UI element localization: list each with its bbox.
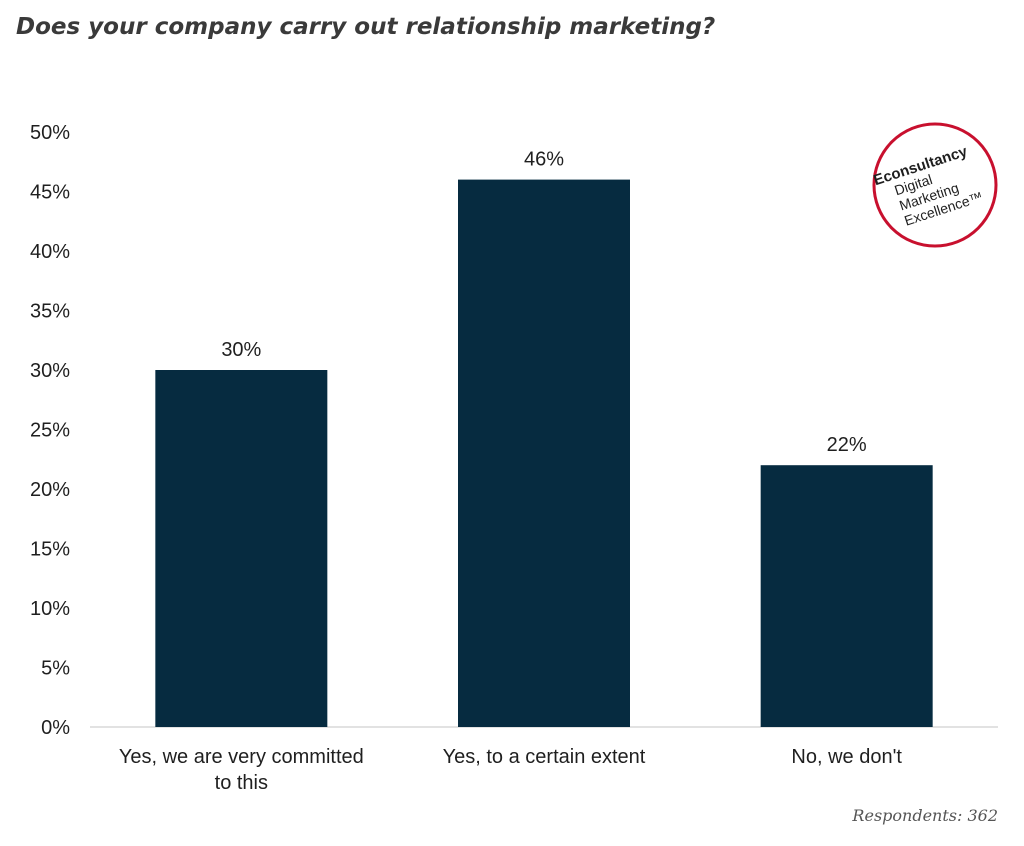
bar [760, 465, 933, 727]
y-tick-label: 30% [30, 360, 70, 382]
data-label: 30% [221, 339, 261, 361]
y-axis-ticks: 0% 5% 10% 15% 20% 25% 30% 35% 40% 45% 50% [30, 122, 70, 739]
y-tick-label: 25% [30, 420, 70, 442]
data-label: 46% [524, 149, 564, 171]
chart-title: Does your company carry out relationship… [16, 14, 716, 40]
y-tick-label: 50% [30, 122, 70, 144]
x-category-label: Yes, to a certain extent [443, 746, 646, 768]
data-labels: 30% 46% 22% [221, 149, 867, 457]
econsultancy-logo: Econsultancy Digital Marketing Excellenc… [871, 122, 998, 248]
y-tick-label: 20% [30, 479, 70, 501]
bar [155, 370, 328, 727]
x-category-label: to this [215, 772, 268, 794]
x-category-label: Yes, we are very committed [119, 746, 364, 768]
data-label: 22% [827, 434, 867, 456]
category-labels: Yes, we are very committed to this Yes, to… [119, 746, 903, 794]
y-tick-label: 0% [41, 717, 70, 739]
y-tick-label: 40% [30, 241, 70, 263]
bar [458, 179, 630, 728]
y-tick-label: 45% [30, 182, 70, 204]
y-tick-label: 5% [41, 658, 70, 680]
y-tick-label: 35% [30, 301, 70, 323]
y-tick-label: 15% [30, 539, 70, 561]
respondents-footnote: Respondents: 362 [852, 806, 998, 825]
bars [155, 179, 933, 728]
y-tick-label: 10% [30, 598, 70, 620]
x-category-label: No, we don't [791, 746, 902, 768]
